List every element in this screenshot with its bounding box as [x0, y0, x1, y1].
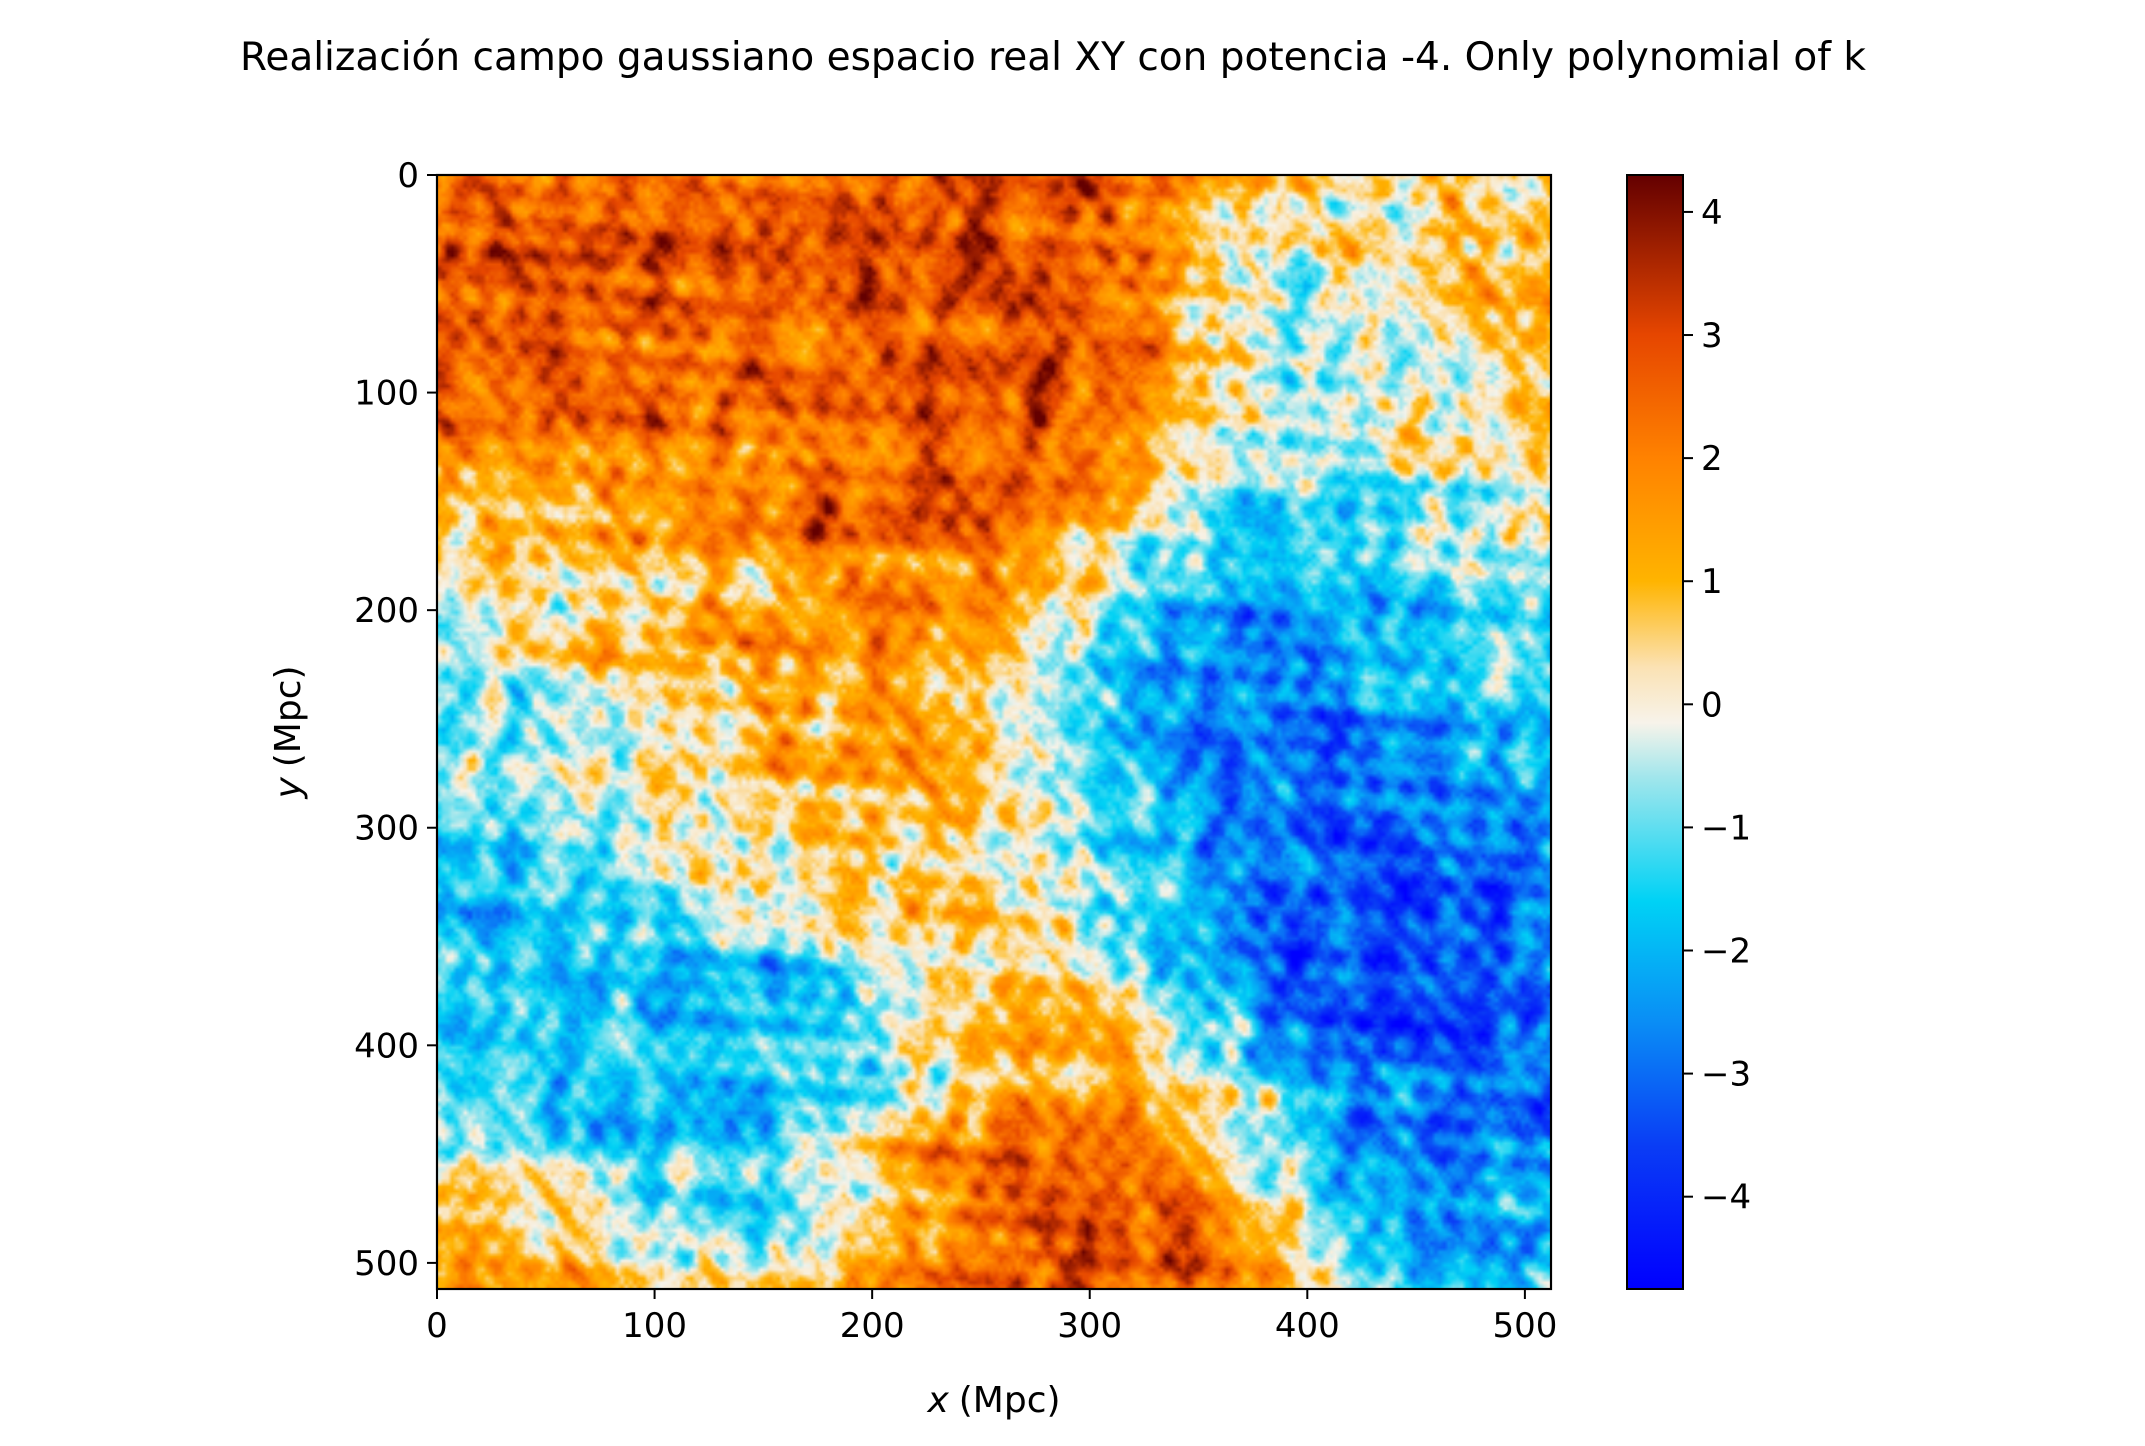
x-tick-label: 300 — [1057, 1306, 1122, 1346]
y-tick-label: 400 — [354, 1026, 419, 1066]
colorbar-tick-label: −4 — [1701, 1178, 1751, 1218]
colorbar-gradient — [1627, 175, 1683, 1289]
colorbar: 4 3 2 1 0 −1 −2 −3 −4 — [1626, 174, 1751, 1290]
colorbar-tick-label: 1 — [1701, 562, 1723, 602]
x-tick-label: 400 — [1275, 1306, 1340, 1346]
y-axis-label: y (Mpc) — [268, 665, 309, 799]
y-tick-label: 0 — [397, 156, 419, 196]
colorbar-tick-label: 4 — [1701, 193, 1723, 233]
heatmap-area — [435, 173, 1553, 1291]
colorbar-tick-label: −1 — [1701, 808, 1751, 848]
colorbar-frame — [1626, 174, 1684, 1290]
colorbar-tick-label: −2 — [1701, 931, 1751, 971]
y-axis-label-unit: (Mpc) — [268, 665, 309, 767]
x-tick-label: 500 — [1492, 1306, 1557, 1346]
y-tick-label: 200 — [354, 591, 419, 631]
x-tick-label: 100 — [622, 1306, 687, 1346]
heatmap-image — [437, 175, 1551, 1289]
y-tick-label: 300 — [354, 809, 419, 849]
y-axis: 0 100 200 300 400 500 — [354, 156, 437, 1284]
colorbar-tick-label: −3 — [1701, 1055, 1751, 1095]
colorbar-ticks: 4 3 2 1 0 −1 −2 −3 −4 — [1683, 193, 1751, 1218]
x-axis-label: x (Mpc) — [926, 1380, 1060, 1421]
x-tick-label: 0 — [426, 1306, 448, 1346]
chart-title: Realización campo gaussiano espacio real… — [240, 35, 1866, 80]
y-tick-label: 500 — [354, 1244, 419, 1284]
x-axis: 0 100 200 300 400 500 — [426, 1289, 1557, 1346]
colorbar-tick-label: 0 — [1701, 685, 1723, 725]
x-axis-label-unit: (Mpc) — [959, 1380, 1061, 1421]
y-axis-label-var: y — [268, 777, 309, 800]
y-tick-label: 100 — [354, 374, 419, 414]
x-axis-label-var: x — [926, 1380, 949, 1421]
x-tick-label: 200 — [840, 1306, 905, 1346]
colorbar-tick-label: 3 — [1701, 316, 1723, 356]
colorbar-tick-label: 2 — [1701, 439, 1723, 479]
plot-frame — [435, 173, 1553, 1291]
